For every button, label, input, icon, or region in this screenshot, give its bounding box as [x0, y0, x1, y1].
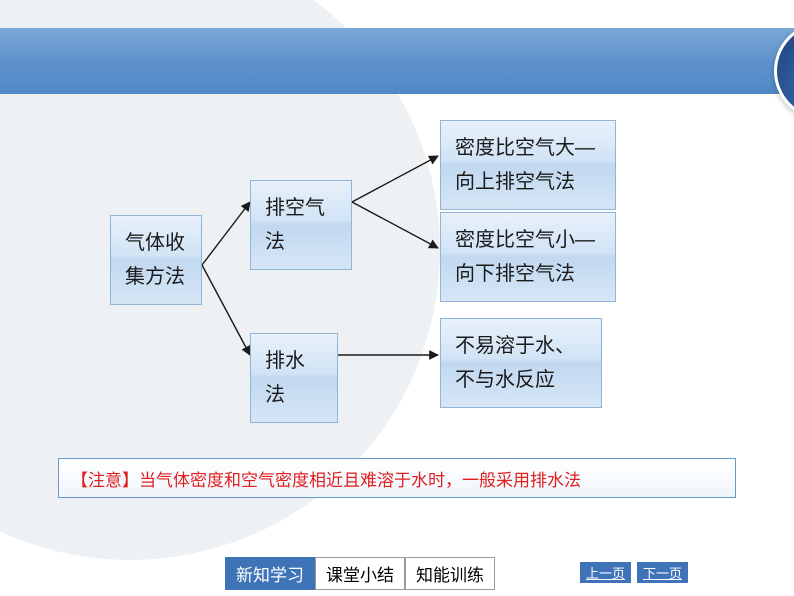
diagram-node-leaf3: 不易溶于水、不与水反应: [440, 318, 602, 408]
diagram-node-leaf2: 密度比空气小—向下排空气法: [440, 212, 616, 302]
node-line2: 不与水反应: [455, 363, 587, 397]
diagram-node-root: 气体收集方法: [110, 215, 202, 305]
edge-m1-leaf2: [352, 202, 438, 248]
tree-diagram: 气体收集方法排空气法排水法密度比空气大—向上排空气法密度比空气小—向下排空气法不…: [0, 120, 794, 460]
note-label: 【注意】: [71, 466, 139, 491]
diagram-node-leaf1: 密度比空气大—向上排空气法: [440, 120, 616, 210]
tab-training[interactable]: 知能训练: [405, 557, 495, 590]
node-line2: 向上排空气法: [455, 165, 601, 199]
node-line1: 气体收: [125, 226, 187, 260]
diagram-node-m1: 排空气法: [250, 180, 352, 270]
note-box: 【注意】 当气体密度和空气密度相近且难溶于水时，一般采用排水法: [58, 458, 736, 498]
node-line2: 集方法: [125, 260, 187, 294]
diagram-node-m2: 排水法: [250, 333, 338, 423]
edge-root-m1: [202, 202, 250, 265]
top-banner: [0, 28, 794, 94]
pager: 上一页 下一页: [580, 562, 688, 583]
prev-page-button[interactable]: 上一页: [580, 562, 631, 583]
edge-root-m2: [202, 265, 250, 355]
node-line1: 密度比空气小—: [455, 223, 601, 257]
next-page-button[interactable]: 下一页: [637, 562, 688, 583]
tab-summary[interactable]: 课堂小结: [315, 557, 405, 590]
tab-new-knowledge[interactable]: 新知学习: [225, 557, 315, 590]
note-text: 当气体密度和空气密度相近且难溶于水时，一般采用排水法: [139, 466, 581, 491]
edge-m1-leaf1: [352, 156, 438, 202]
nav-tabs: 新知学习 课堂小结 知能训练: [225, 557, 495, 590]
node-line2: 向下排空气法: [455, 257, 601, 291]
node-line1: 密度比空气大—: [455, 131, 601, 165]
node-line1: 不易溶于水、: [455, 329, 587, 363]
